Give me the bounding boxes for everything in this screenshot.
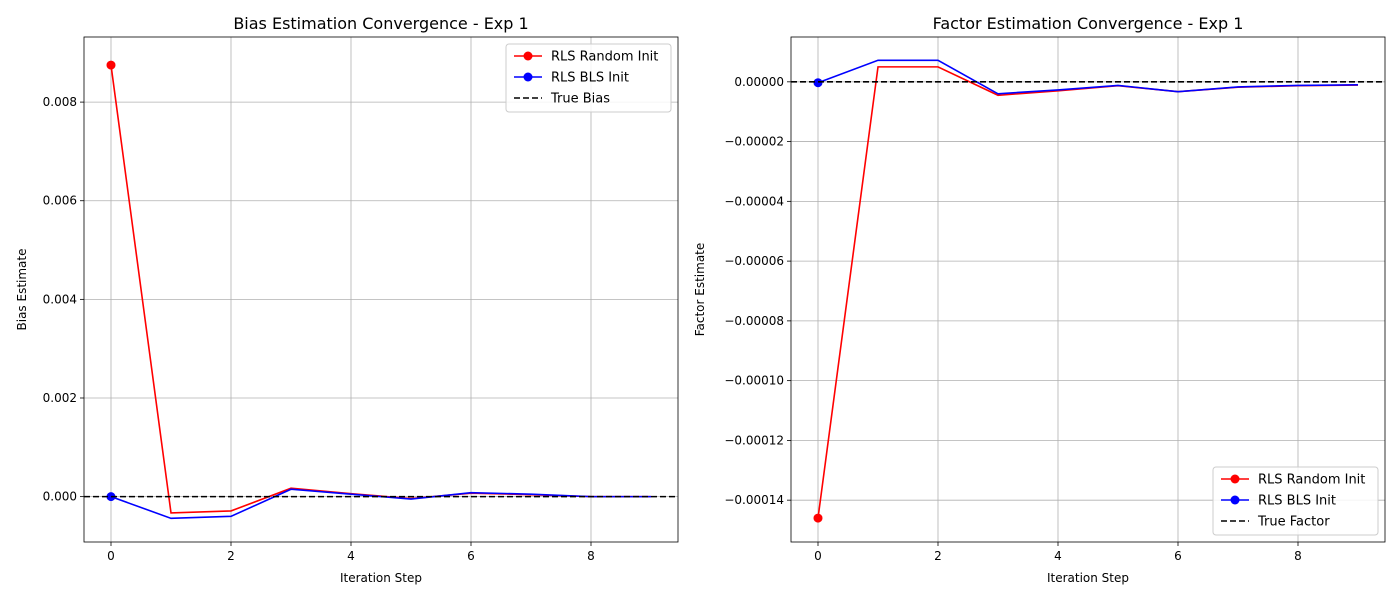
- x-tick-label: 8: [587, 549, 595, 563]
- y-tick-label: −0.00002: [724, 135, 784, 149]
- legend-box: [505, 43, 672, 113]
- legend-marker: [1230, 495, 1240, 505]
- series-line-1: [817, 66, 1359, 519]
- chart-title: Factor Estimation Convergence - Exp 1: [933, 14, 1244, 33]
- y-tick-label: −0.00014: [724, 493, 784, 507]
- y-tick-label: −0.00010: [724, 374, 784, 388]
- plot-frame: [83, 36, 679, 543]
- legend-marker: [523, 72, 533, 82]
- x-tick-label: 0: [814, 549, 822, 563]
- legend-label: RLS BLS Init: [551, 71, 629, 86]
- y-tick-label: 0.00000: [734, 75, 784, 89]
- chart-2: 0 2 4 6 8 0.00000 −0.00002 −0.00004 −0.00006 −0.0…: [693, 14, 1386, 585]
- series-line-2: [817, 59, 1359, 95]
- series-line-1: [110, 65, 651, 514]
- y-tick-label: 0.006: [43, 194, 77, 208]
- x-tick-label: 0: [107, 549, 115, 563]
- y-tick-label: −0.00006: [724, 254, 784, 268]
- y-tick-label: −0.00008: [724, 314, 784, 328]
- legend-label: RLS Random Init: [551, 50, 658, 65]
- legend-marker: [1230, 474, 1240, 484]
- legend-label: True Factor: [1257, 515, 1330, 530]
- y-axis-label: Factor Estimate: [693, 243, 707, 337]
- x-tick-label: 6: [467, 549, 475, 563]
- x-tick-label: 6: [1174, 549, 1182, 563]
- x-tick-label: 4: [347, 549, 355, 563]
- y-tick-label: 0.002: [43, 391, 77, 405]
- y-tick-label: 0.000: [43, 490, 77, 504]
- y-tick-label: 0.004: [43, 292, 77, 306]
- legend-label: RLS BLS Init: [1258, 494, 1336, 509]
- y-axis-label: Bias Estimate: [15, 249, 29, 331]
- y-tick-label: −0.00012: [724, 433, 784, 447]
- legend-label: RLS Random Init: [1258, 473, 1365, 488]
- x-tick-label: 2: [227, 549, 235, 563]
- plot-frame: [790, 36, 1386, 543]
- x-axis-label: Iteration Step: [1047, 571, 1129, 585]
- legend-marker: [523, 51, 533, 61]
- legend-label: True Bias: [550, 92, 610, 107]
- legend: RLS Random Init RLS BLS Init True Factor: [1212, 466, 1379, 536]
- x-tick-label: 4: [1054, 549, 1062, 563]
- y-tick-label: −0.00004: [724, 194, 784, 208]
- series-marker-1: [813, 513, 823, 523]
- chart-title: Bias Estimation Convergence - Exp 1: [233, 14, 528, 33]
- chart-1: 0 2 4 6 8 0.000 0.002 0.004 0.006 0.008 Bias Estim…: [15, 14, 679, 585]
- x-tick-label: 2: [934, 549, 942, 563]
- series-marker-1: [106, 60, 116, 70]
- legend: RLS Random Init RLS BLS Init True Bias: [505, 43, 672, 113]
- x-axis-label: Iteration Step: [340, 571, 422, 585]
- legend-box: [1212, 466, 1379, 536]
- x-tick-label: 8: [1294, 549, 1302, 563]
- series-marker-2: [813, 78, 823, 88]
- y-tick-label: 0.008: [43, 95, 77, 109]
- series-line-2: [110, 488, 651, 520]
